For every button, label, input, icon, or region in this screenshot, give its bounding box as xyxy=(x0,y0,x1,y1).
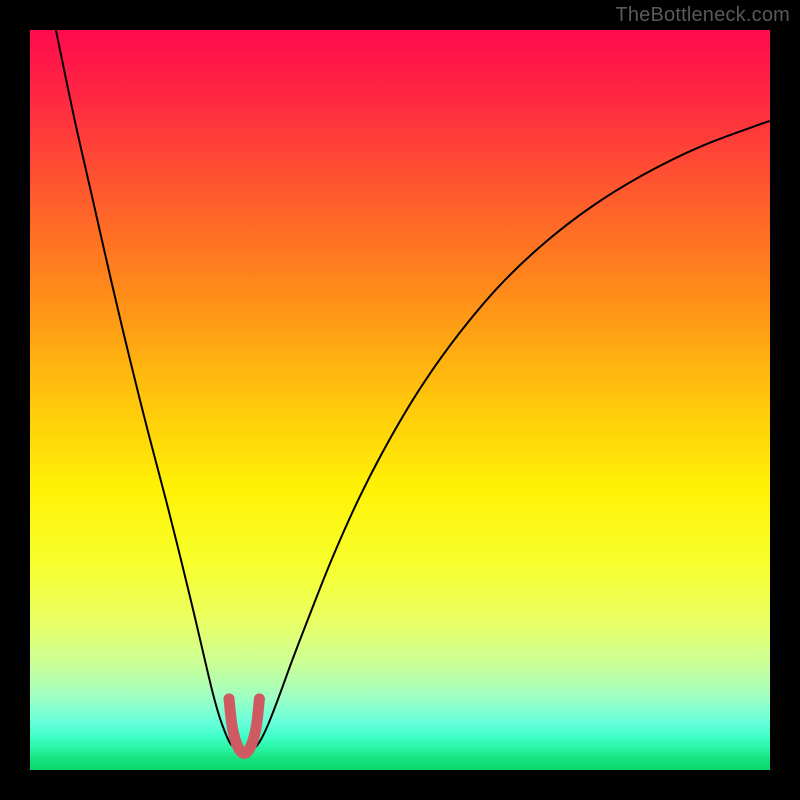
watermark-label: TheBottleneck.com xyxy=(615,4,790,27)
valley-end-dot xyxy=(254,693,265,704)
gradient-background xyxy=(30,30,770,770)
chart-frame: TheBottleneck.com xyxy=(0,0,800,800)
valley-end-dot xyxy=(224,693,235,704)
plot-svg xyxy=(30,30,770,770)
plot-area xyxy=(30,30,770,770)
